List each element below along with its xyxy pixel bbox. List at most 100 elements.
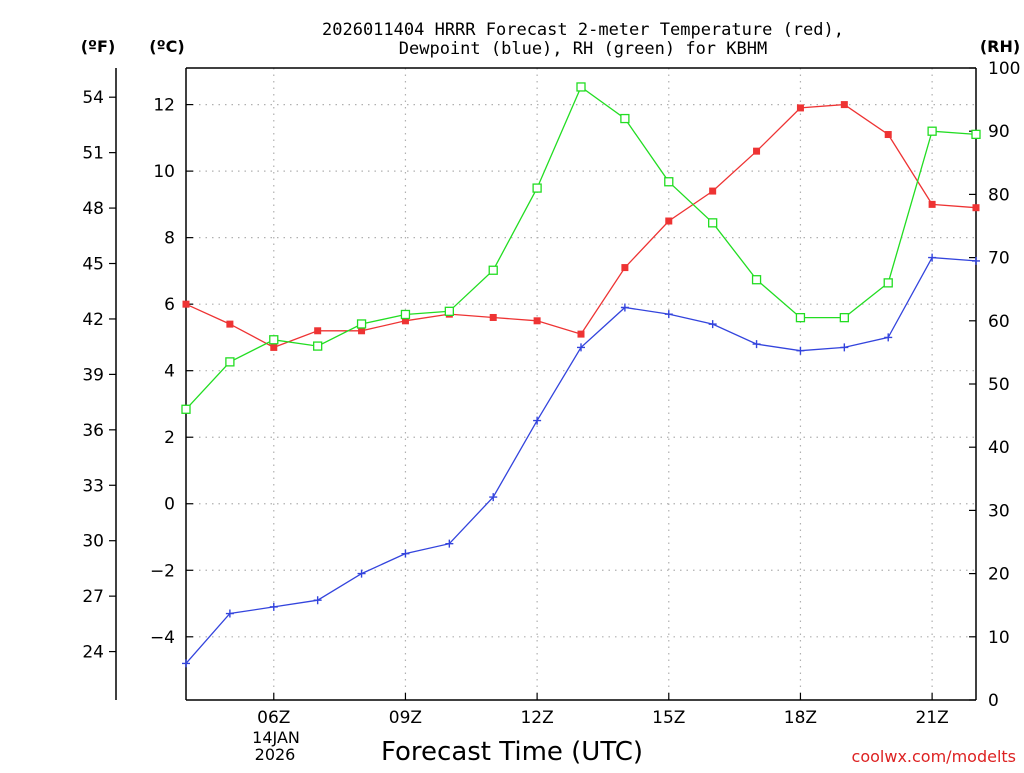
axis-layer: −4 −2 0 2 4 6 8 10 12 0 10 20 30 40 50 60 70 80 90 100 06Z 09…	[150, 59, 1021, 728]
rh-tick-label: 100	[988, 59, 1020, 79]
x-tick-label: 18Z	[784, 708, 817, 728]
temperature-point	[314, 327, 322, 335]
rh-point	[400, 309, 411, 320]
dewpoint-point	[708, 320, 717, 329]
rh-point	[708, 218, 718, 228]
dewpoint-point	[577, 343, 585, 352]
fahrenheit-tick-label: 24	[82, 643, 104, 663]
rh-tick-label: 20	[988, 565, 1010, 585]
dewpoint-point	[445, 539, 454, 548]
fahrenheit-tick-label: 33	[82, 476, 104, 496]
temperature-point	[270, 343, 278, 351]
chart-title-line2: Dewpoint (blue), RH (green) for KBHM	[399, 39, 767, 59]
rh-tick-label: 90	[988, 122, 1010, 142]
rh-tick-label: 50	[988, 375, 1010, 395]
rh-point	[751, 275, 762, 285]
rh-point	[444, 306, 454, 316]
temperature-point	[226, 320, 234, 328]
rh-point	[532, 183, 542, 193]
dewpoint-point	[972, 256, 980, 265]
fahrenheit-tick-label: 45	[82, 255, 104, 275]
rh-tick-label: 30	[988, 501, 1010, 521]
temperature-point	[401, 317, 409, 325]
x-tick-label: 12Z	[520, 708, 553, 728]
date-year-label: 2026	[255, 745, 296, 764]
dewpoint-point	[884, 333, 893, 342]
dewpoint-point	[313, 596, 322, 605]
celsius-tick-label: 8	[164, 229, 175, 249]
temperature-point	[665, 217, 673, 225]
rh-point	[576, 82, 586, 92]
x-tick-label: 15Z	[652, 708, 685, 728]
fahrenheit-tick-label: 27	[82, 587, 104, 607]
dewpoint-point	[664, 310, 673, 319]
rh-point	[269, 335, 279, 345]
temperature-point	[489, 313, 497, 321]
dewpoint-point	[225, 609, 234, 618]
fahrenheit-tick-label: 30	[82, 532, 104, 552]
rh-point	[971, 129, 981, 140]
dewpoint-point	[840, 343, 849, 352]
rh-point	[488, 265, 498, 275]
date-day-label: 14JAN	[252, 728, 300, 747]
watermark: coolwx.com/modelts	[852, 747, 1016, 766]
temperature-point	[577, 330, 585, 338]
celsius-tick-label: −4	[150, 628, 175, 648]
grid-layer	[186, 68, 976, 700]
celsius-tick-label: 4	[164, 362, 175, 382]
rh-unit-label: (RH)	[980, 37, 1020, 56]
rh-point	[225, 357, 235, 367]
fahrenheit-tick-label: 36	[82, 421, 104, 441]
fahrenheit-tick-label: 48	[82, 199, 104, 219]
celsius-tick-label: −2	[150, 561, 175, 581]
chart-title-line1: 2026011404 HRRR Forecast 2-meter Tempera…	[322, 20, 844, 40]
dewpoint-point	[182, 659, 190, 668]
dewpoint-point	[357, 569, 366, 578]
rh-point	[181, 404, 191, 414]
fahrenheit-unit-label: (ºF)	[81, 37, 116, 56]
dewpoint-point	[796, 346, 805, 355]
celsius-tick-label: 12	[153, 96, 175, 116]
x-axis-title: Forecast Time (UTC)	[381, 737, 643, 767]
dewpoint-point	[928, 253, 937, 262]
rh-tick-label: 60	[988, 312, 1010, 332]
rh-point	[883, 278, 893, 288]
rh-tick-label: 40	[988, 438, 1010, 458]
rh-point	[664, 177, 674, 187]
fahrenheit-tick-layer: 24 27 30 33 36 39 42 45 48 51 54	[82, 68, 117, 700]
temperature-point	[621, 264, 629, 272]
temperature-point	[533, 317, 541, 325]
temperature-point	[753, 147, 761, 155]
rh-tick-label: 10	[988, 628, 1010, 648]
temperature-point	[182, 300, 190, 308]
celsius-unit-label: (ºC)	[149, 37, 184, 56]
celsius-tick-label: 0	[164, 495, 175, 515]
temperature-point	[884, 131, 892, 139]
fahrenheit-tick-label: 54	[82, 88, 104, 108]
dewpoint-point	[620, 303, 629, 312]
dewpoint-point	[489, 493, 498, 502]
rh-point	[313, 341, 323, 351]
rh-point	[356, 319, 367, 329]
x-tick-label: 09Z	[389, 708, 422, 728]
rh-tick-label: 0	[988, 691, 999, 711]
rh-tick-label: 80	[988, 185, 1010, 205]
x-tick-label: 21Z	[915, 708, 948, 728]
celsius-tick-label: 2	[164, 428, 175, 448]
rh-point	[620, 113, 630, 124]
fahrenheit-tick-label: 51	[82, 144, 104, 164]
rh-tick-label: 70	[988, 249, 1010, 269]
rh-point	[927, 126, 937, 136]
fahrenheit-tick-label: 42	[82, 310, 104, 330]
series-layer	[181, 82, 981, 668]
temperature-point	[928, 200, 936, 208]
fahrenheit-tick-label: 39	[82, 365, 104, 385]
dewpoint-point	[533, 416, 542, 425]
temperature-point	[972, 204, 980, 212]
rh-point	[839, 312, 849, 323]
x-tick-label: 06Z	[257, 708, 290, 728]
dewpoint-point	[752, 340, 761, 349]
